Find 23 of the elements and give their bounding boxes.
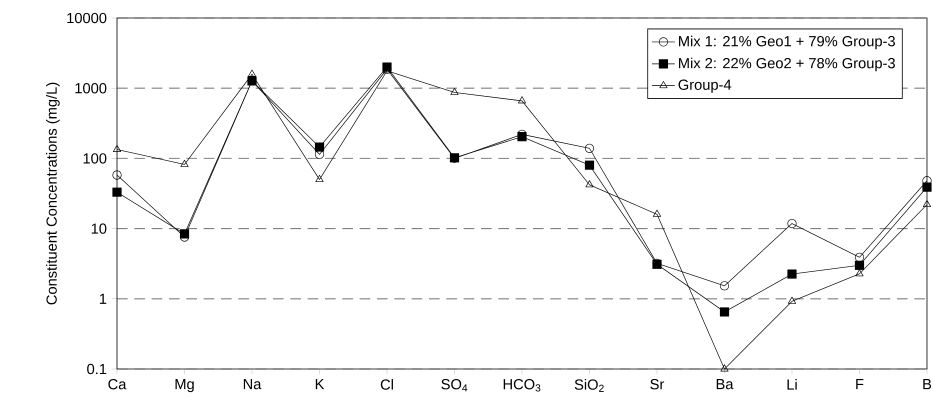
x-tick-label: B — [923, 379, 932, 390]
x-tick-label: SiO$_{2}$ — [574, 379, 604, 392]
x-tick-label: Li — [787, 379, 797, 390]
x-tick-label: HCO$_{3}$ — [504, 379, 540, 392]
x-tick-label: F — [856, 379, 864, 390]
x-tick-label: Ba — [716, 379, 734, 390]
x-tick-label: K — [316, 379, 324, 390]
x-tick-label: Na — [244, 379, 262, 390]
y-tick-label: 10000 — [67, 12, 106, 24]
x-tick-label: Mg — [176, 379, 194, 392]
x-tick-label: SO$_{4}$ — [441, 379, 468, 392]
y-tick-label: 1 — [100, 294, 106, 304]
legend-label: Mix 2: 22% Geo2 + 78% Group-3 — [679, 58, 895, 72]
y-axis-title: Constituent Concentrations (mg/L) — [46, 82, 60, 304]
x-tick-label: Ca — [108, 379, 126, 390]
x-tick-label: Sr — [650, 379, 664, 390]
y-tick-label: 100 — [84, 153, 106, 164]
legend-label: Mix 1: 21% Geo1 + 79% Group-3 — [679, 36, 895, 50]
x-tick-label: Cl — [380, 379, 393, 390]
y-tick-label: 10 — [92, 223, 106, 234]
legend-label: Group-4 — [678, 80, 732, 93]
y-tick-label: 1000 — [75, 83, 106, 94]
y-tick-label: 0.1 — [87, 364, 106, 374]
